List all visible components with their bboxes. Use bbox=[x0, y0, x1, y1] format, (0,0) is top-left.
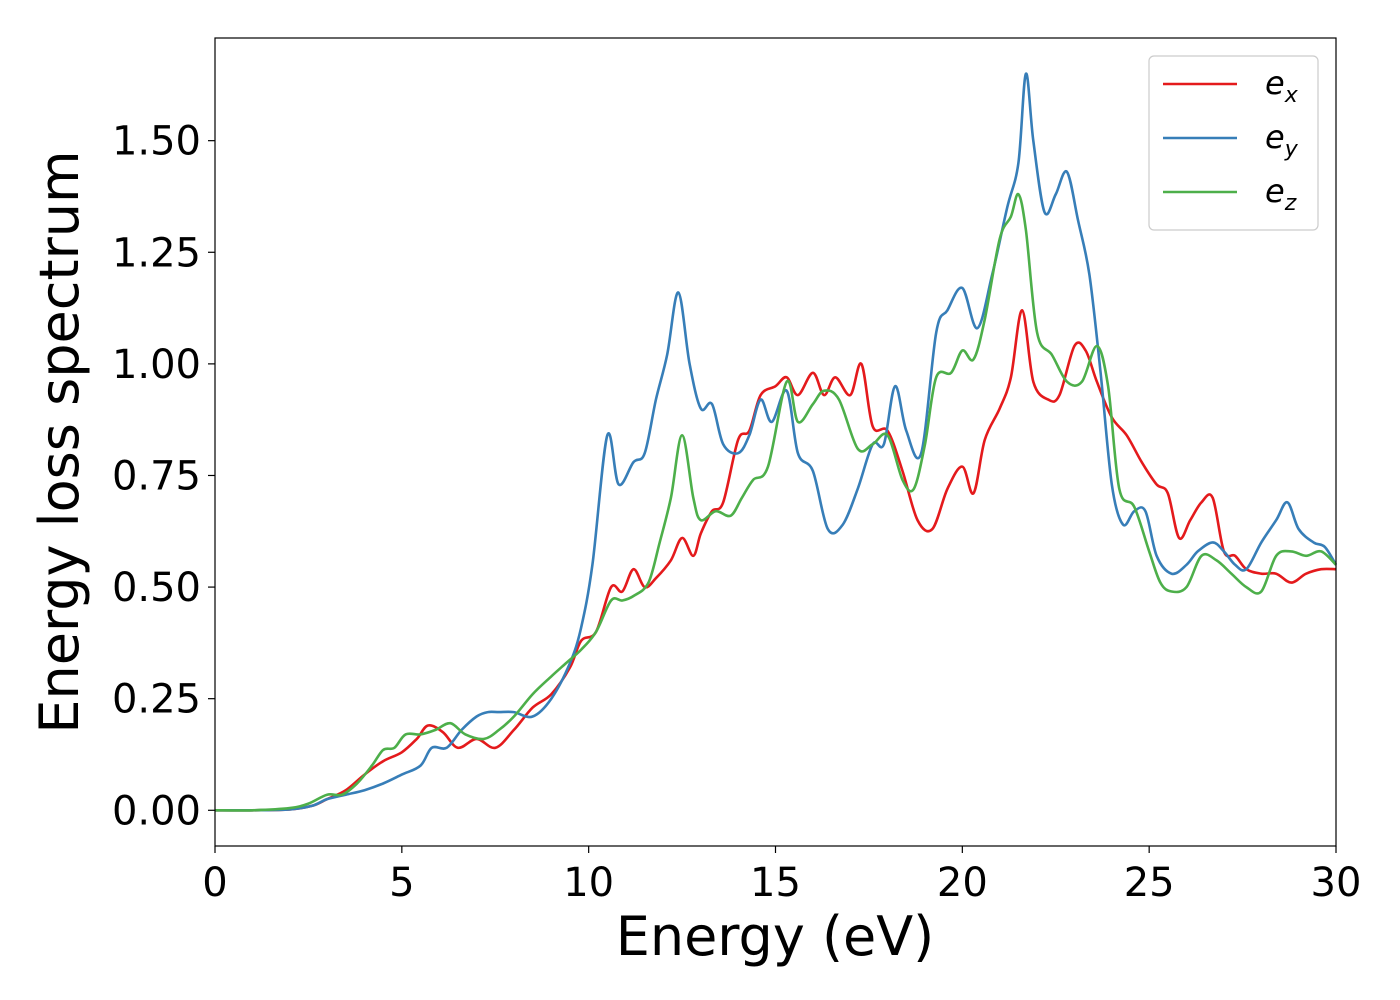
y-tick-label: 0.75 bbox=[112, 453, 201, 499]
x-tick-label: 0 bbox=[202, 860, 227, 906]
series-line-ey bbox=[214, 72, 1338, 812]
x-axis-ticks: 0 5 10 15 20 25 30 bbox=[202, 846, 1361, 906]
legend-label-subscript: x bbox=[1284, 83, 1299, 108]
y-axis-title: Energy loss spectrum bbox=[28, 150, 91, 733]
y-tick-label: 0.25 bbox=[112, 677, 201, 723]
legend-label-subscript: y bbox=[1284, 137, 1299, 162]
y-tick-label: 0.00 bbox=[112, 788, 201, 834]
x-tick-label: 20 bbox=[937, 860, 988, 906]
legend-box bbox=[1148, 55, 1319, 231]
x-axis-title: Energy (eV) bbox=[616, 905, 935, 968]
x-tick-label: 25 bbox=[1124, 860, 1175, 906]
legend-label-ez: ez bbox=[1265, 172, 1297, 216]
x-tick-label: 10 bbox=[563, 860, 614, 906]
legend-label-base: e bbox=[1265, 118, 1285, 156]
legend-label-ey: ey bbox=[1265, 118, 1299, 162]
series-line-ez bbox=[214, 192, 1337, 812]
y-tick-label: 1.50 bbox=[112, 119, 201, 165]
legend-label-base: e bbox=[1265, 64, 1285, 102]
legend-label-ex: ex bbox=[1265, 64, 1299, 108]
series-layer bbox=[214, 72, 1338, 812]
x-tick-label: 15 bbox=[750, 860, 801, 906]
y-tick-label: 0.50 bbox=[112, 565, 201, 611]
y-tick-label: 1.00 bbox=[112, 342, 201, 388]
y-axis-ticks: 0.00 0.25 0.50 0.75 1.00 1.25 1.50 bbox=[112, 119, 215, 834]
x-tick-label: 30 bbox=[1311, 860, 1362, 906]
legend-label-subscript: z bbox=[1284, 191, 1297, 216]
x-tick-label: 5 bbox=[389, 860, 414, 906]
y-tick-label: 1.25 bbox=[112, 230, 201, 276]
legend-label-base: e bbox=[1265, 172, 1285, 210]
